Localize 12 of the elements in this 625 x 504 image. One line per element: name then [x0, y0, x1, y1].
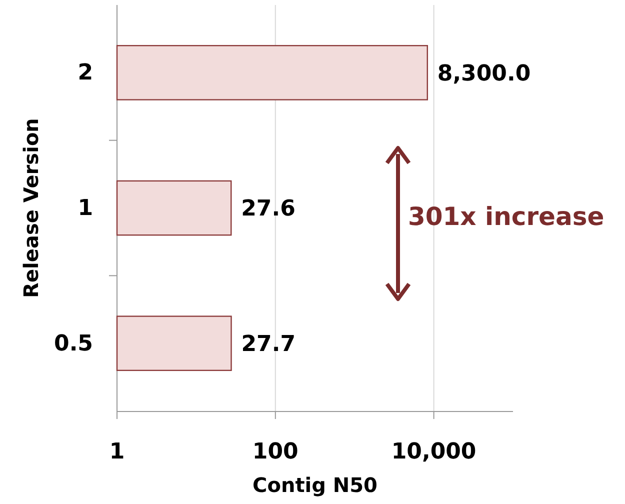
y-tick-label: 2 — [78, 60, 93, 86]
data-label: 27.7 — [241, 332, 296, 358]
x-tick-label: 10,000 — [391, 440, 476, 465]
x-axis-title: Contig N50 — [252, 473, 378, 497]
y-axis-title: Release Version — [19, 118, 43, 298]
x-tick-label: 100 — [252, 440, 298, 465]
data-label: 8,300.0 — [437, 61, 531, 86]
x-tick-label: 1 — [109, 440, 125, 465]
annotation: 301x increase — [408, 202, 604, 231]
y-tick-label: 1 — [78, 196, 93, 222]
data-label: 27.6 — [241, 196, 296, 222]
y-tick-label: 0.5 — [54, 331, 93, 356]
